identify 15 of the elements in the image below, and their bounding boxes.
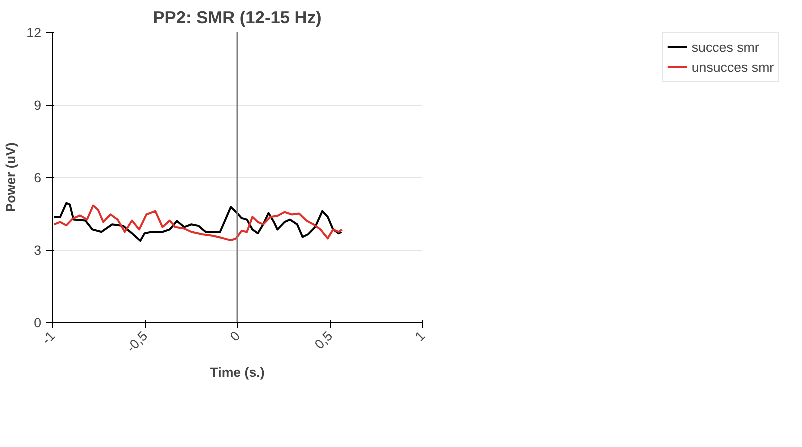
x-tick-label: 0 (227, 328, 244, 344)
y-tick-label: 6 (34, 170, 42, 186)
chart-title: PP2: SMR (12-15 Hz) (153, 8, 322, 28)
x-tick-label: -1 (39, 328, 58, 348)
y-tick-label: 0 (34, 316, 42, 330)
legend-label: unsucces smr (692, 60, 774, 74)
y-tick-label: 3 (34, 243, 42, 258)
y-tick-label: 12 (26, 26, 42, 40)
y-axis-title: Power (uV) (4, 142, 19, 212)
x-tick-label: 0,5 (312, 328, 336, 352)
x-tick-label: 1 (412, 328, 428, 344)
y-tick-label: 9 (34, 98, 42, 113)
legend-label: succes smr (692, 40, 760, 54)
x-tick-label: -0,5 (124, 328, 151, 356)
x-axis-title: Time (s.) (210, 364, 265, 380)
